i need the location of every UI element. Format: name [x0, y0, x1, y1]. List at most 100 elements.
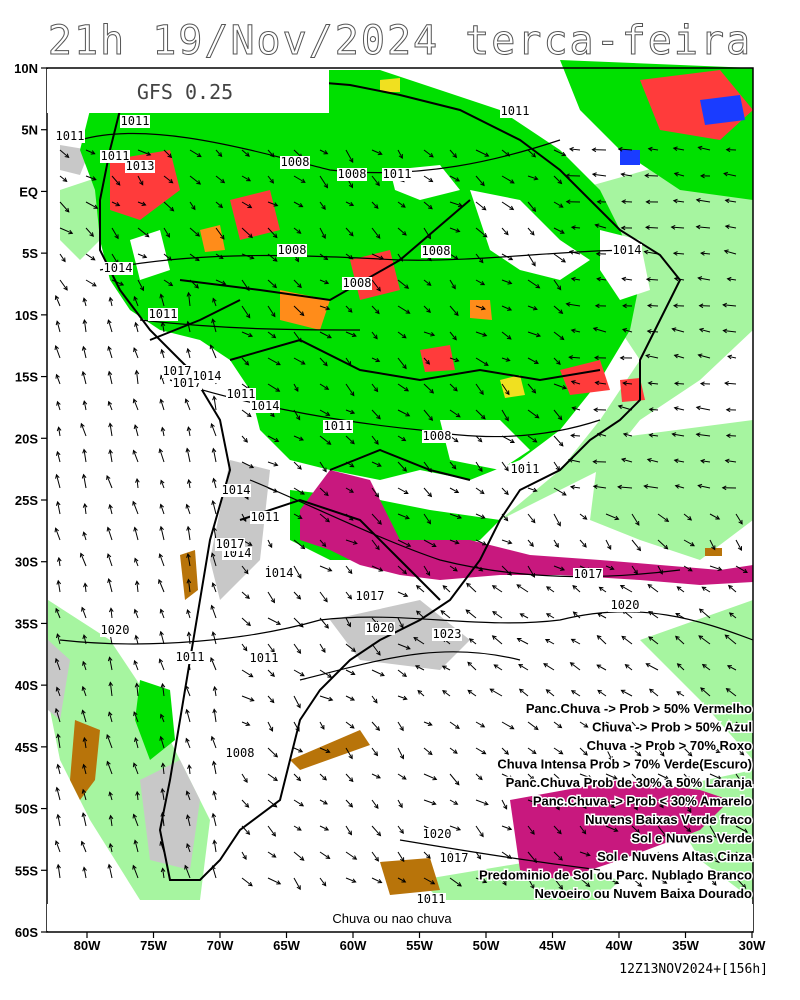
wind-arrow — [210, 422, 217, 437]
wind-arrow — [440, 610, 451, 619]
footer-band — [47, 904, 753, 931]
wind-arrow — [371, 851, 380, 862]
wind-arrow — [135, 477, 140, 489]
wind-arrow — [160, 426, 166, 437]
wind-arrow — [683, 799, 692, 813]
wind-arrow — [671, 327, 685, 333]
wind-arrow — [371, 331, 378, 340]
wind-arrow — [543, 663, 555, 671]
wind-arrow — [159, 713, 165, 723]
wind-arrow — [727, 354, 737, 360]
wind-arrow — [215, 201, 224, 209]
lat-tick-label: 5N — [21, 123, 38, 138]
wind-arrow — [293, 461, 302, 470]
wind-arrow — [695, 432, 711, 438]
wind-arrow — [397, 409, 411, 417]
wind-arrow — [527, 253, 536, 267]
wind-arrow — [108, 422, 113, 437]
wind-arrow — [82, 763, 87, 775]
wind-arrow — [646, 457, 659, 463]
wind-arrow — [293, 825, 302, 831]
wind-arrow — [186, 631, 192, 645]
wind-arrow — [449, 877, 462, 887]
longitude-axis: 80W 75W 70W 65W 60W 55W 50W 45W 40W 35W 30W — [74, 932, 766, 953]
wind-arrow — [475, 409, 486, 420]
wind-arrow — [617, 484, 633, 490]
wind-arrow — [683, 773, 691, 782]
wind-arrow — [397, 201, 406, 208]
wind-arrow — [160, 762, 166, 775]
wind-arrow — [241, 825, 251, 836]
lon-tick-label: 40W — [606, 938, 633, 953]
wind-arrow — [709, 825, 718, 839]
legend-entry: Predominio de Sol ou Parc. Nublado Branc… — [479, 868, 752, 883]
wind-arrow — [683, 565, 693, 572]
wind-arrow — [516, 637, 529, 645]
wind-arrow — [465, 609, 477, 619]
wind-arrow — [544, 638, 555, 645]
wind-arrow — [527, 357, 539, 364]
wind-arrow — [241, 201, 253, 209]
wind-arrow — [631, 513, 640, 526]
wind-arrow — [267, 305, 276, 318]
wind-arrow — [572, 611, 581, 619]
wind-arrow — [701, 586, 711, 593]
wind-arrow — [371, 669, 385, 677]
wind-arrow — [132, 500, 139, 515]
wind-arrow — [241, 643, 248, 652]
wind-arrow — [215, 227, 225, 240]
wind-arrow — [59, 175, 68, 182]
wind-arrow — [527, 773, 535, 781]
wind-arrow — [267, 825, 277, 837]
wind-arrow — [59, 149, 70, 159]
wind-arrow — [133, 711, 139, 723]
wind-arrow — [189, 201, 196, 211]
wind-arrow — [267, 279, 278, 289]
wind-arrow — [371, 721, 381, 731]
wind-arrow — [592, 484, 607, 490]
wind-arrow — [594, 223, 607, 229]
wind-arrow — [648, 610, 659, 619]
wind-arrow — [501, 253, 514, 261]
wind-arrow — [108, 814, 114, 827]
wind-arrow — [527, 175, 539, 181]
wind-arrow-field — [54, 145, 749, 891]
wind-arrow — [397, 773, 407, 780]
forecast-title: 21h 19/Nov/2024 terca-feira — [47, 18, 753, 65]
isobar-label-bg — [422, 430, 452, 443]
wind-arrow — [159, 735, 165, 749]
wind-arrow — [212, 395, 217, 411]
wind-arrow — [527, 435, 538, 443]
wind-arrow — [241, 175, 252, 182]
wind-arrow — [293, 721, 300, 732]
wind-arrow — [134, 682, 140, 697]
lon-tick-label: 75W — [140, 938, 167, 953]
wind-arrow — [319, 487, 329, 497]
isobar-label: 1020 — [366, 621, 395, 635]
wind-arrow — [371, 253, 385, 260]
wind-arrow — [56, 863, 61, 879]
wind-arrow — [553, 539, 559, 548]
wind-arrow — [186, 843, 191, 853]
wind-arrow — [621, 635, 633, 645]
wind-arrow — [106, 733, 113, 749]
isobar-label-bg — [277, 244, 307, 257]
wind-arrow — [82, 502, 88, 515]
wind-arrow — [56, 426, 62, 437]
wind-arrow — [56, 763, 61, 775]
wind-arrow — [319, 825, 330, 831]
isobar-label: 1017 — [356, 589, 385, 603]
wind-arrow — [82, 660, 87, 671]
wind-arrow — [449, 513, 462, 519]
coastline-layer — [99, 78, 682, 881]
isobar-label-bg — [225, 747, 255, 760]
wind-arrow — [466, 582, 477, 593]
wind-arrow — [648, 407, 659, 412]
wind-arrow — [212, 708, 217, 723]
wind-arrow — [545, 689, 555, 697]
wind-arrow — [79, 552, 87, 567]
wind-arrow — [631, 747, 642, 757]
wind-arrow — [735, 747, 745, 756]
wind-arrow — [468, 638, 477, 645]
isobar-label-bg — [439, 852, 469, 865]
